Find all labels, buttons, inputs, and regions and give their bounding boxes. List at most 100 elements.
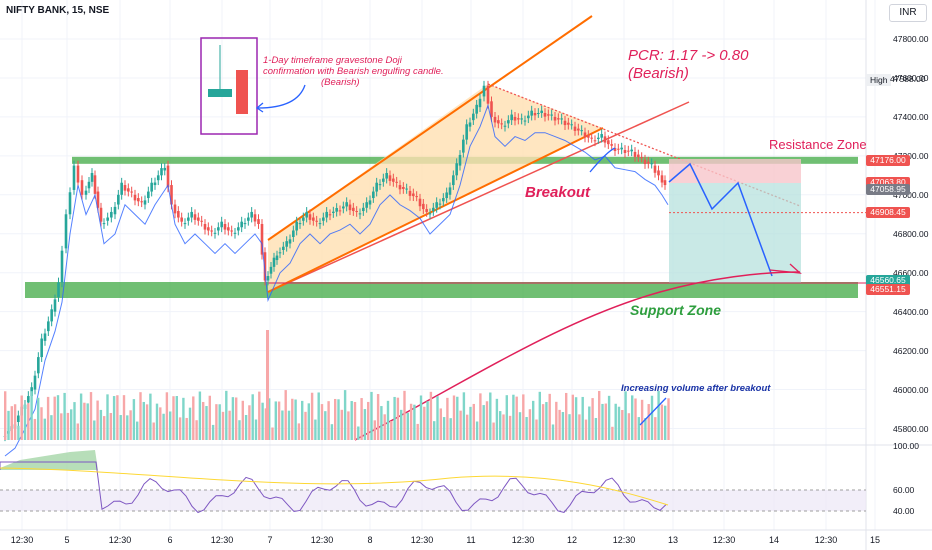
- volume-bar: [426, 401, 429, 440]
- volume-bar: [136, 421, 139, 440]
- volume-bar: [574, 397, 578, 440]
- volume-bar: [485, 401, 489, 440]
- candles: [3, 80, 667, 442]
- candle-body: [240, 221, 243, 228]
- volume-bar: [512, 394, 515, 440]
- candle-body: [43, 333, 47, 341]
- candle-body: [368, 200, 372, 205]
- volume-bar: [169, 411, 172, 440]
- candle-body: [472, 113, 475, 121]
- candle-body: [513, 116, 517, 121]
- volume-bar: [317, 392, 320, 440]
- candle-body: [207, 227, 210, 231]
- volume-bar: [119, 415, 122, 440]
- price-tag: 46560.65: [866, 274, 910, 286]
- volume-bar: [343, 390, 347, 440]
- candle-body: [223, 224, 227, 230]
- volume-bar: [198, 391, 202, 440]
- candle-body: [295, 221, 298, 231]
- price-tag: 47063.80: [866, 176, 910, 188]
- volume-bar: [228, 410, 231, 440]
- time-tick-label: 12: [566, 535, 578, 545]
- candle-body: [577, 128, 580, 131]
- candle-body: [497, 120, 500, 124]
- volume-bar: [310, 392, 314, 440]
- candle-body: [657, 170, 660, 176]
- rsi-tick-label: 40.00: [893, 506, 915, 516]
- volume-bar: [555, 401, 558, 440]
- candle-body: [272, 257, 276, 267]
- volume-bar: [307, 403, 310, 440]
- price-tick-label: 47400.00: [893, 111, 929, 122]
- volume-bar: [400, 409, 403, 440]
- volume-bar: [327, 401, 330, 440]
- volume-bar: [27, 403, 30, 440]
- breakout-arrow: [589, 147, 616, 173]
- candle-body: [50, 309, 53, 322]
- arrow-head: [255, 102, 264, 113]
- candle-body: [298, 223, 302, 225]
- candle-body: [445, 192, 448, 199]
- volume-bar: [251, 394, 254, 440]
- candle-body: [462, 139, 465, 153]
- volume-bar: [535, 419, 538, 440]
- volume-bar: [17, 425, 20, 440]
- candle-body: [113, 206, 117, 215]
- price-tag: 46908.45: [866, 207, 910, 219]
- candle-body: [328, 214, 332, 216]
- volume-bar: [238, 420, 241, 440]
- volume-bar: [350, 401, 353, 440]
- volume-bar: [13, 404, 17, 440]
- volume-bar: [89, 392, 93, 440]
- volume-bar: [195, 420, 198, 440]
- volume-bar: [584, 419, 588, 440]
- price-tag: 47176.00: [866, 155, 910, 167]
- candle-body: [33, 375, 37, 390]
- candle-body: [220, 221, 223, 228]
- candle-body: [402, 187, 405, 189]
- candle-body: [253, 214, 257, 222]
- candle-body: [312, 217, 315, 221]
- symbol-title: NIFTY BANK, 15, NSE: [6, 5, 110, 16]
- candle-body: [428, 213, 432, 215]
- volume-bar: [139, 392, 142, 440]
- candle-body: [663, 180, 667, 186]
- volume-bar: [330, 424, 334, 440]
- candle-body: [127, 188, 130, 192]
- rsi-tick-label: 60.00: [893, 485, 915, 495]
- volume-bar: [268, 398, 271, 440]
- volume-bar: [185, 417, 188, 440]
- target-box: [669, 183, 801, 283]
- volume-bar: [287, 410, 291, 440]
- volume-bar: [518, 412, 522, 440]
- candle-body: [458, 154, 462, 166]
- volume-bar: [208, 395, 211, 440]
- candle-body: [170, 185, 173, 205]
- volume-bar: [175, 396, 178, 440]
- high-value: 47588.00: [890, 74, 926, 84]
- candle-body: [547, 114, 550, 116]
- volume-bar: [314, 419, 317, 440]
- currency-button[interactable]: INR: [889, 4, 927, 22]
- volume-bar: [264, 408, 268, 440]
- rsi-tick-label: 100.00: [893, 441, 919, 451]
- volume-bar: [650, 395, 654, 440]
- stoploss-box: [669, 159, 801, 183]
- volume-bar: [33, 418, 37, 440]
- candle-body: [617, 148, 620, 150]
- engulfing-candle: [236, 70, 248, 114]
- volume-bar: [601, 403, 604, 440]
- time-tick-label: 8: [367, 535, 373, 545]
- volume-bar: [284, 390, 287, 440]
- price-tag: 46551.15: [866, 283, 910, 295]
- candle-body: [183, 223, 187, 225]
- volume-bar: [376, 394, 380, 440]
- candle-body: [570, 124, 573, 126]
- volume-bar: [581, 396, 584, 440]
- candle-body: [190, 211, 193, 218]
- volume-bar: [406, 412, 409, 440]
- candle-body: [482, 85, 486, 97]
- candle-body: [197, 217, 200, 221]
- volume-bar: [347, 411, 350, 440]
